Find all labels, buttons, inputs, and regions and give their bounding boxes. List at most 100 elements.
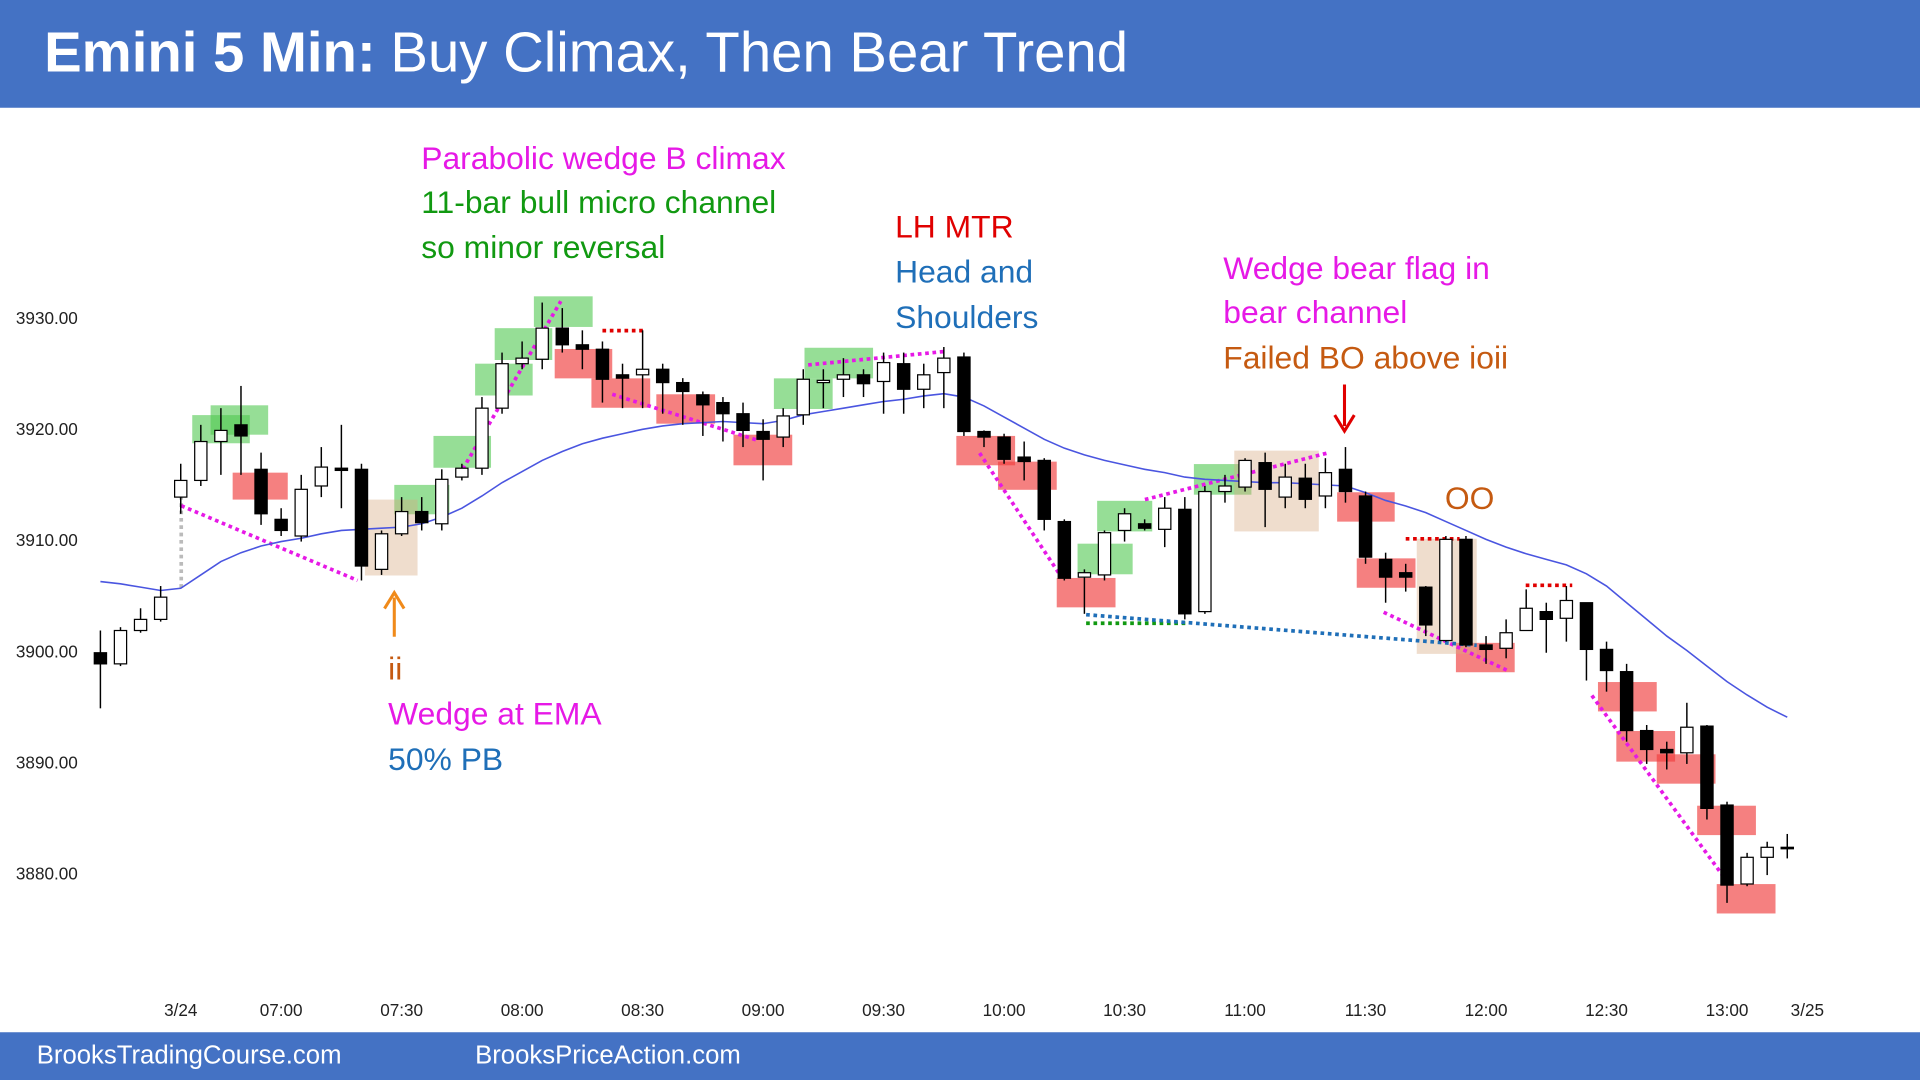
candle-body [1278, 476, 1292, 498]
x-tick-label: 08:30 [621, 1000, 664, 1020]
candle-body [615, 374, 630, 379]
candle-body [716, 401, 730, 415]
candle-body [1760, 846, 1774, 858]
candle-body [1077, 572, 1092, 578]
x-tick-label: 3/25 [1791, 1000, 1824, 1020]
candle-body [575, 344, 590, 350]
signal-box [1716, 884, 1776, 914]
x-tick-label: 10:00 [983, 1000, 1026, 1020]
candle-body [374, 533, 389, 570]
signal-box [533, 296, 593, 327]
candle-body [294, 488, 308, 537]
candle-body [174, 479, 188, 498]
candle-body [676, 381, 690, 393]
x-tick-label: 09:00 [742, 1000, 785, 1020]
annotation: 50% PB [388, 741, 503, 777]
candle-body [1459, 538, 1473, 646]
candle-body [736, 413, 750, 432]
candle-body [876, 361, 891, 383]
candle-body [696, 394, 710, 406]
trend-lines [179, 300, 1731, 886]
candle-body [435, 478, 449, 525]
candle-body [274, 518, 288, 532]
candle-body [997, 436, 1011, 460]
candle-body [635, 368, 650, 376]
candle-body [1037, 459, 1051, 520]
candle-body [796, 378, 810, 416]
candle-body [1660, 748, 1674, 754]
title-prefix: Emini 5 Min: [44, 20, 376, 83]
candle-body [655, 368, 670, 384]
candle-body [194, 440, 208, 482]
x-tick-label: 12:30 [1585, 1000, 1628, 1020]
candle-body [1198, 490, 1212, 613]
candle-body [1057, 520, 1072, 579]
candle-body [1499, 632, 1513, 649]
header-bar [0, 0, 1920, 108]
highlights [192, 296, 1776, 914]
title-text: Buy Climax, Then Bear Trend [390, 20, 1128, 83]
candle-body [334, 467, 349, 472]
footer-right: BrooksPriceAction.com [475, 1042, 741, 1070]
candle-body [1559, 599, 1574, 619]
candle-body [1439, 538, 1453, 642]
candle-body [1097, 532, 1112, 576]
footer-bar [0, 1032, 1920, 1080]
candle-body [756, 430, 770, 440]
candle-body [133, 618, 148, 632]
candle-body [1017, 456, 1031, 463]
candle-body [254, 468, 268, 515]
candle-body [937, 357, 951, 374]
y-tick-label: 3930.00 [16, 308, 78, 328]
y-tick-label: 3900.00 [16, 641, 78, 661]
wedge-line [978, 452, 1062, 577]
x-tick-label: 09:30 [862, 1000, 905, 1020]
candle-body [475, 407, 489, 469]
signal-box [364, 499, 418, 576]
candle-body [153, 596, 168, 621]
candle-body [1539, 610, 1554, 621]
candle-body [1318, 472, 1333, 497]
x-tick-label: 12:00 [1465, 1000, 1508, 1020]
candle-body [1519, 607, 1533, 632]
arrows [383, 384, 1356, 637]
x-tick-label: 07:30 [380, 1000, 423, 1020]
candle-body [856, 374, 871, 385]
wedge-line [180, 504, 359, 583]
chart-title: Emini 5 Min: Buy Climax, Then Bear Trend [44, 20, 1128, 83]
candle-body [776, 415, 790, 438]
annotation: OO [1445, 480, 1495, 516]
candle-body [1378, 558, 1393, 578]
annotation: bear channel [1223, 294, 1407, 330]
annotation: Wedge at EMA [388, 696, 602, 732]
y-tick-label: 3890.00 [16, 752, 78, 772]
candle-body [1358, 495, 1373, 558]
x-tick-label: 10:30 [1103, 1000, 1146, 1020]
annotation: Wedge bear flag in [1223, 250, 1490, 286]
candle-body [354, 468, 369, 567]
candle-body [1619, 671, 1634, 732]
x-tick-label: 08:00 [501, 1000, 544, 1020]
arrow-head [383, 589, 406, 610]
candle-body [1700, 725, 1714, 809]
ema-line [100, 392, 1788, 718]
candle-body [1579, 602, 1594, 651]
candle-body [1479, 644, 1493, 651]
candle-body [836, 374, 851, 380]
candle-body [1218, 485, 1232, 493]
neckline [1085, 612, 1477, 648]
candle-body [93, 652, 108, 665]
signal-box [1056, 577, 1116, 608]
y-tick-label: 3880.00 [16, 864, 78, 884]
candle-body [1780, 846, 1794, 850]
candle-body [314, 466, 329, 487]
candle-body [1137, 523, 1152, 529]
y-tick-label: 3910.00 [16, 530, 78, 550]
annotation: Shoulders [895, 299, 1038, 335]
wedge-line [1590, 694, 1731, 886]
candle-body [816, 379, 831, 384]
arrow-head [1333, 414, 1356, 434]
candle-body [595, 348, 610, 380]
candle-body [113, 629, 128, 665]
candle-body [977, 430, 991, 438]
